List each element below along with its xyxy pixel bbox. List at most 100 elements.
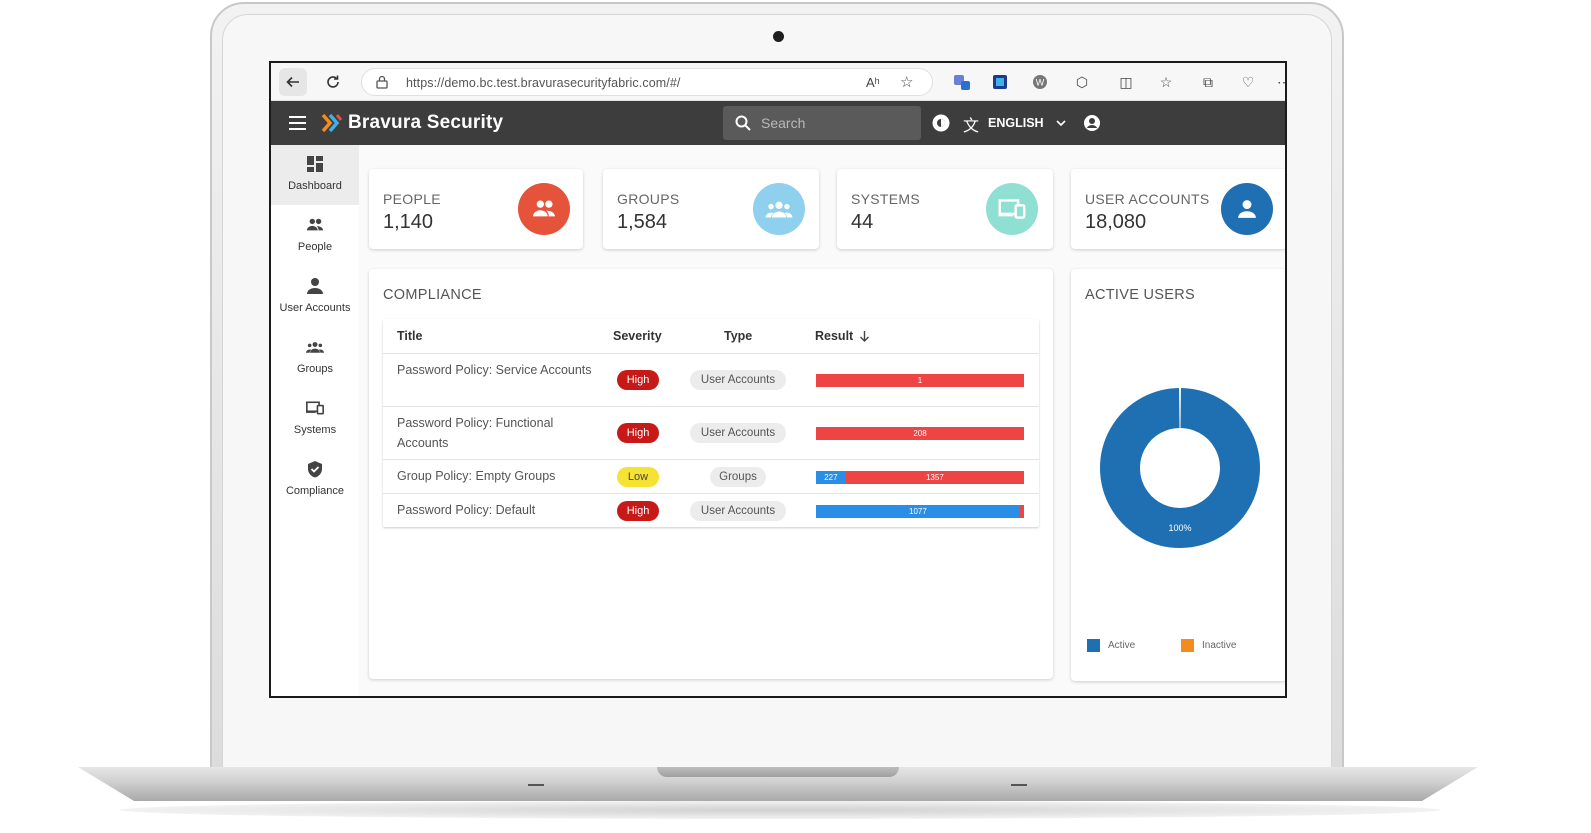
- sidebar-item-people[interactable]: People: [271, 206, 359, 266]
- account-circle-icon[interactable]: [1083, 114, 1101, 132]
- reload-button[interactable]: [319, 68, 347, 96]
- screen: https://demo.bc.test.bravurasecurityfabr…: [269, 61, 1287, 698]
- search-input[interactable]: [761, 113, 911, 133]
- severity-badge: High: [617, 501, 659, 521]
- sidebar-item-label: Systems: [293, 424, 337, 436]
- severity-badge: High: [617, 423, 659, 443]
- people-icon: [306, 218, 324, 231]
- legend-swatch: [1087, 639, 1100, 652]
- sidebar-item-groups[interactable]: Groups: [271, 328, 359, 388]
- health-extension-icon[interactable]: ♡: [1241, 73, 1255, 90]
- result-bar-segment: 1357: [845, 471, 1024, 484]
- reload-icon: [327, 75, 339, 88]
- table-header: Title Severity Type Result: [383, 319, 1039, 354]
- laptop-shadow: [120, 801, 1440, 819]
- donut-data-label: 100%: [1168, 523, 1191, 533]
- result-bar: 208: [816, 427, 1024, 440]
- translate-icon[interactable]: 文: [963, 118, 980, 135]
- sidebar-item-compliance[interactable]: Compliance: [271, 450, 359, 510]
- stat-label: USER ACCOUNTS: [1085, 191, 1210, 207]
- severity-badge: High: [617, 370, 659, 390]
- compliance-card: COMPLIANCE Title Severity Type Result Pa…: [369, 269, 1053, 679]
- brightness-icon[interactable]: [931, 113, 951, 133]
- split-screen-icon[interactable]: ◫: [1119, 73, 1133, 90]
- browser-toolbar: https://demo.bc.test.bravurasecurityfabr…: [271, 63, 1285, 101]
- shield-icon: [308, 461, 322, 478]
- compliance-table: Title Severity Type Result Password Poli…: [383, 319, 1039, 527]
- type-chip: Groups: [710, 467, 766, 487]
- puzzle-icon[interactable]: ⬡: [1075, 73, 1089, 90]
- wordpress-extension-icon[interactable]: W: [1031, 73, 1049, 91]
- column-header-type[interactable]: Type: [724, 329, 753, 343]
- laptop-foot: [528, 784, 544, 786]
- legend-item-active[interactable]: Active: [1087, 639, 1135, 652]
- systems-icon: [986, 183, 1038, 235]
- read-aloud-icon[interactable]: Aʰ: [866, 75, 880, 90]
- groups-icon: [753, 183, 805, 235]
- stat-value: 44: [851, 211, 874, 233]
- compliance-title: COMPLIANCE: [383, 287, 482, 303]
- result-bar: 227 1357: [816, 471, 1024, 484]
- arrow-left-icon: [286, 76, 299, 88]
- sidebar-item-label: Groups: [296, 363, 334, 375]
- lock-icon: [376, 75, 388, 89]
- active-users-title: ACTIVE USERS: [1085, 287, 1195, 303]
- collections-icon[interactable]: ⧉: [1203, 73, 1213, 90]
- sidebar-item-user-accounts[interactable]: User Accounts: [271, 267, 359, 327]
- table-row[interactable]: Password Policy: Service Accounts High U…: [383, 354, 1039, 407]
- user-account-icon: [307, 278, 323, 294]
- stat-value: 18,080: [1085, 211, 1147, 233]
- stat-label: SYSTEMS: [851, 191, 921, 207]
- column-header-result[interactable]: Result: [815, 329, 854, 343]
- result-bar-segment: 227: [816, 471, 846, 484]
- legend-swatch: [1181, 639, 1194, 652]
- translate-extension-icon[interactable]: [953, 73, 971, 91]
- stat-card-user-accounts[interactable]: USER ACCOUNTS 18,080: [1071, 169, 1285, 249]
- sidebar-item-label: Compliance: [285, 485, 345, 497]
- more-icon[interactable]: ⋯: [1275, 73, 1285, 91]
- stat-card-groups[interactable]: GROUPS 1,584: [603, 169, 819, 249]
- back-button[interactable]: [279, 68, 307, 96]
- address-bar[interactable]: https://demo.bc.test.bravurasecurityfabr…: [361, 68, 933, 96]
- column-header-severity[interactable]: Severity: [613, 329, 662, 343]
- sidebar-item-label: People: [297, 241, 333, 253]
- donut-slice-active[interactable]: [1100, 388, 1260, 548]
- type-chip: User Accounts: [690, 501, 786, 521]
- bravura-logo-icon: [321, 113, 343, 133]
- menu-icon[interactable]: [289, 116, 306, 130]
- stat-value: 1,584: [617, 211, 668, 233]
- active-users-card: ACTIVE USERS 100% Active Inactive: [1071, 269, 1285, 681]
- chevron-down-icon[interactable]: [1055, 117, 1067, 129]
- row-title: Password Policy: Service Accounts: [397, 363, 592, 377]
- table-row[interactable]: Group Policy: Empty Groups Low Groups 22…: [383, 460, 1039, 494]
- legend-item-inactive[interactable]: Inactive: [1181, 639, 1236, 652]
- dashboard-main: PEOPLE 1,140 GROUPS 1,584 SYSTEMS 44: [359, 145, 1285, 696]
- groups-icon: [306, 342, 324, 353]
- result-bar-segment: 1: [816, 374, 1024, 387]
- sidebar-item-dashboard[interactable]: Dashboard: [271, 145, 359, 205]
- camera-dot: [773, 31, 784, 42]
- stat-card-people[interactable]: PEOPLE 1,140: [369, 169, 583, 249]
- legend-label: Inactive: [1202, 640, 1237, 652]
- result-bar: 1: [816, 374, 1024, 387]
- severity-badge: Low: [617, 467, 659, 487]
- table-row[interactable]: Password Policy: Default High User Accou…: [383, 494, 1039, 527]
- sort-arrow-down-icon[interactable]: [859, 330, 870, 343]
- star-icon[interactable]: ☆: [900, 74, 914, 91]
- type-chip: User Accounts: [690, 370, 786, 390]
- user-account-icon: [1221, 183, 1273, 235]
- search-box[interactable]: [723, 106, 921, 140]
- stat-label: GROUPS: [617, 191, 680, 207]
- brand-name: Bravura Security: [348, 112, 504, 133]
- active-users-donut-chart: 100%: [1100, 388, 1260, 548]
- stat-label: PEOPLE: [383, 191, 441, 207]
- language-label[interactable]: ENGLISH: [988, 116, 1044, 130]
- favorites-icon[interactable]: ☆: [1159, 73, 1173, 90]
- sidebar-item-systems[interactable]: Systems: [271, 389, 359, 449]
- result-bar: 1077: [816, 505, 1024, 518]
- extension-icon[interactable]: [991, 73, 1009, 91]
- stat-card-systems[interactable]: SYSTEMS 44: [837, 169, 1053, 249]
- column-header-title[interactable]: Title: [397, 329, 423, 343]
- table-row[interactable]: Password Policy: Functional Accounts Hig…: [383, 407, 1039, 460]
- row-title: Group Policy: Empty Groups: [397, 469, 556, 483]
